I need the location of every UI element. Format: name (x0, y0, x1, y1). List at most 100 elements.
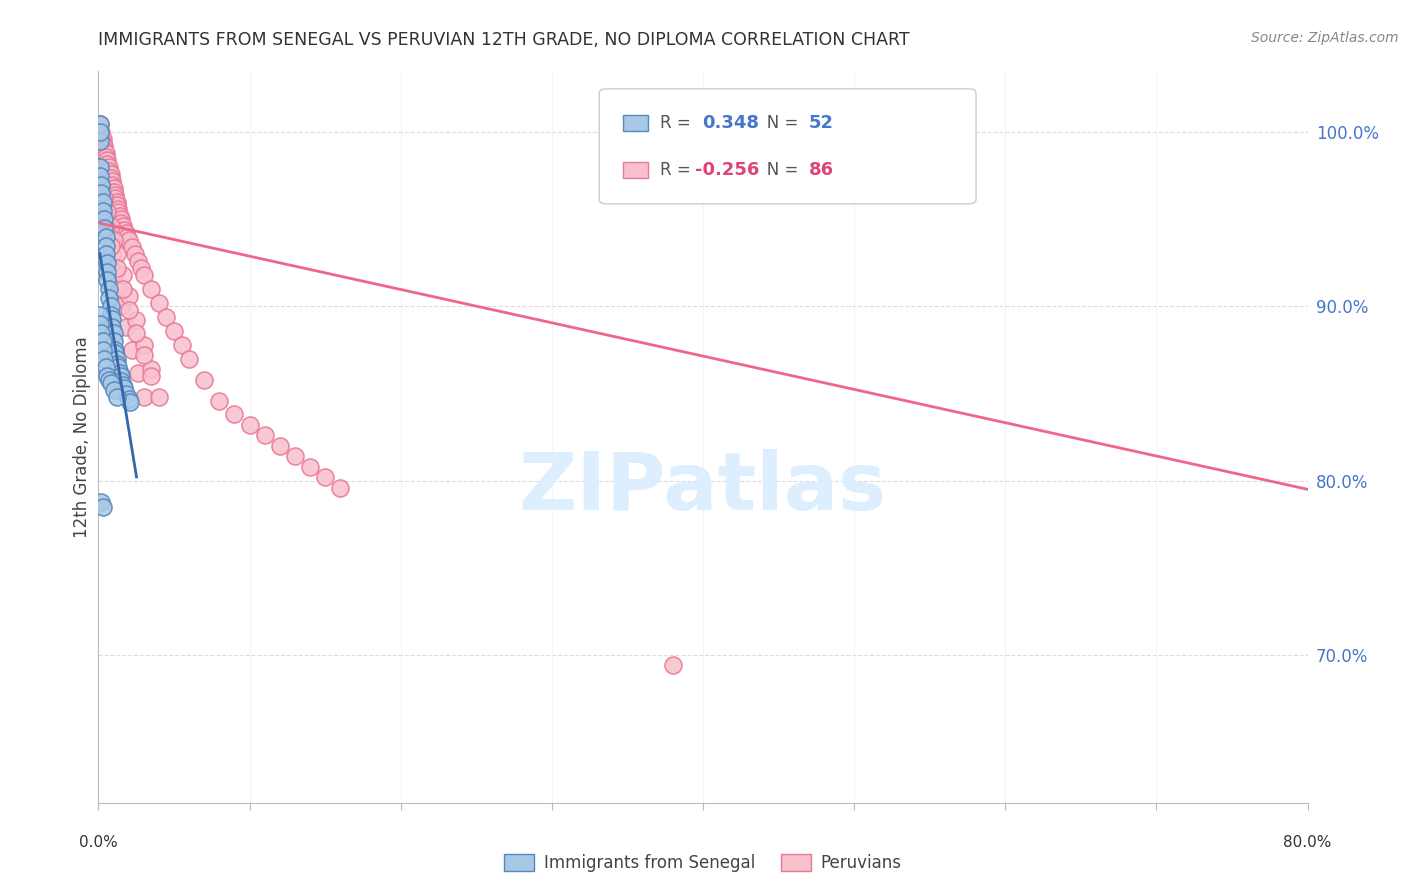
Point (129, 261, 152, 276)
Point (98, 229, 121, 244)
Text: -0.256: -0.256 (695, 161, 759, 178)
Point (132, 390, 155, 404)
Point (110, 369, 132, 384)
Point (98, 291, 121, 305)
Point (107, 202, 129, 216)
Point (118, 233, 141, 247)
Point (96, 205, 118, 219)
Point (104, 188, 127, 202)
Text: N =: N = (751, 161, 804, 178)
Point (103, 383, 125, 397)
Point (98, 282, 121, 296)
Point (239, 417, 262, 432)
Point (96, 153, 118, 168)
Point (91, 132, 114, 146)
Point (148, 390, 170, 404)
Point (112, 381, 135, 395)
Point (89, 117, 111, 131)
Point (127, 254, 149, 268)
Point (100, 376, 122, 390)
Point (110, 212, 132, 227)
Point (329, 481, 352, 495)
Point (118, 289, 141, 303)
Point (224, 408, 246, 422)
Point (132, 338, 155, 352)
Point (125, 326, 148, 340)
Point (100, 170, 122, 185)
Point (93, 351, 115, 366)
Point (91, 194, 114, 209)
Point (89, 317, 111, 331)
Point (100, 167, 122, 181)
Text: N =: N = (751, 114, 804, 132)
Point (91, 500, 114, 514)
Point (89, 117, 111, 131)
Text: IMMIGRANTS FROM SENEGAL VS PERUVIAN 12TH GRADE, NO DIPLOMA CORRELATION CHART: IMMIGRANTS FROM SENEGAL VS PERUVIAN 12TH… (98, 31, 910, 49)
Point (101, 174, 124, 188)
Legend: Immigrants from Senegal, Peruvians: Immigrants from Senegal, Peruvians (498, 847, 908, 879)
Text: Source: ZipAtlas.com: Source: ZipAtlas.com (1251, 31, 1399, 45)
Point (101, 247, 124, 261)
Point (107, 360, 129, 375)
Point (89, 134, 111, 148)
Point (120, 395, 142, 409)
Point (98, 160, 121, 174)
Text: 80.0%: 80.0% (1284, 836, 1331, 850)
Point (94, 238, 117, 252)
Point (105, 357, 128, 371)
Point (91, 343, 114, 357)
Point (101, 320, 124, 334)
Point (98, 373, 121, 387)
Point (141, 369, 163, 384)
Text: 52: 52 (808, 114, 834, 132)
Point (208, 393, 231, 408)
Point (125, 313, 148, 327)
Point (132, 348, 155, 362)
Point (93, 192, 115, 206)
Point (93, 212, 115, 227)
Point (101, 311, 124, 326)
Point (96, 265, 118, 279)
Point (103, 233, 125, 247)
Point (141, 282, 163, 296)
Y-axis label: 12th Grade, No Diploma: 12th Grade, No Diploma (73, 336, 91, 538)
Text: R =: R = (659, 161, 696, 178)
Point (94, 360, 117, 375)
Point (111, 268, 134, 282)
Point (114, 227, 136, 241)
Point (100, 219, 122, 234)
Point (314, 470, 336, 484)
Point (111, 219, 134, 234)
Point (98, 163, 121, 178)
Point (163, 324, 186, 338)
Point (90, 128, 112, 143)
Point (179, 351, 201, 366)
Point (96, 156, 118, 170)
Point (93, 139, 115, 153)
Point (112, 223, 135, 237)
Point (269, 439, 291, 453)
Point (284, 449, 307, 463)
Point (103, 181, 125, 195)
Point (104, 346, 127, 360)
Point (94, 150, 117, 164)
Point (132, 268, 155, 282)
Text: 0.348: 0.348 (702, 114, 759, 132)
Point (94, 229, 117, 244)
Point (141, 362, 163, 376)
Point (104, 265, 127, 279)
Point (253, 428, 276, 442)
Point (105, 194, 128, 209)
Point (107, 282, 129, 296)
Point (124, 247, 146, 261)
Point (91, 136, 114, 150)
Point (104, 343, 127, 357)
Point (170, 338, 193, 352)
Point (93, 221, 115, 235)
Point (111, 282, 134, 296)
Text: 86: 86 (808, 161, 834, 178)
Point (89, 169, 111, 183)
Point (110, 216, 132, 230)
Point (90, 125, 112, 139)
Point (93, 143, 115, 157)
